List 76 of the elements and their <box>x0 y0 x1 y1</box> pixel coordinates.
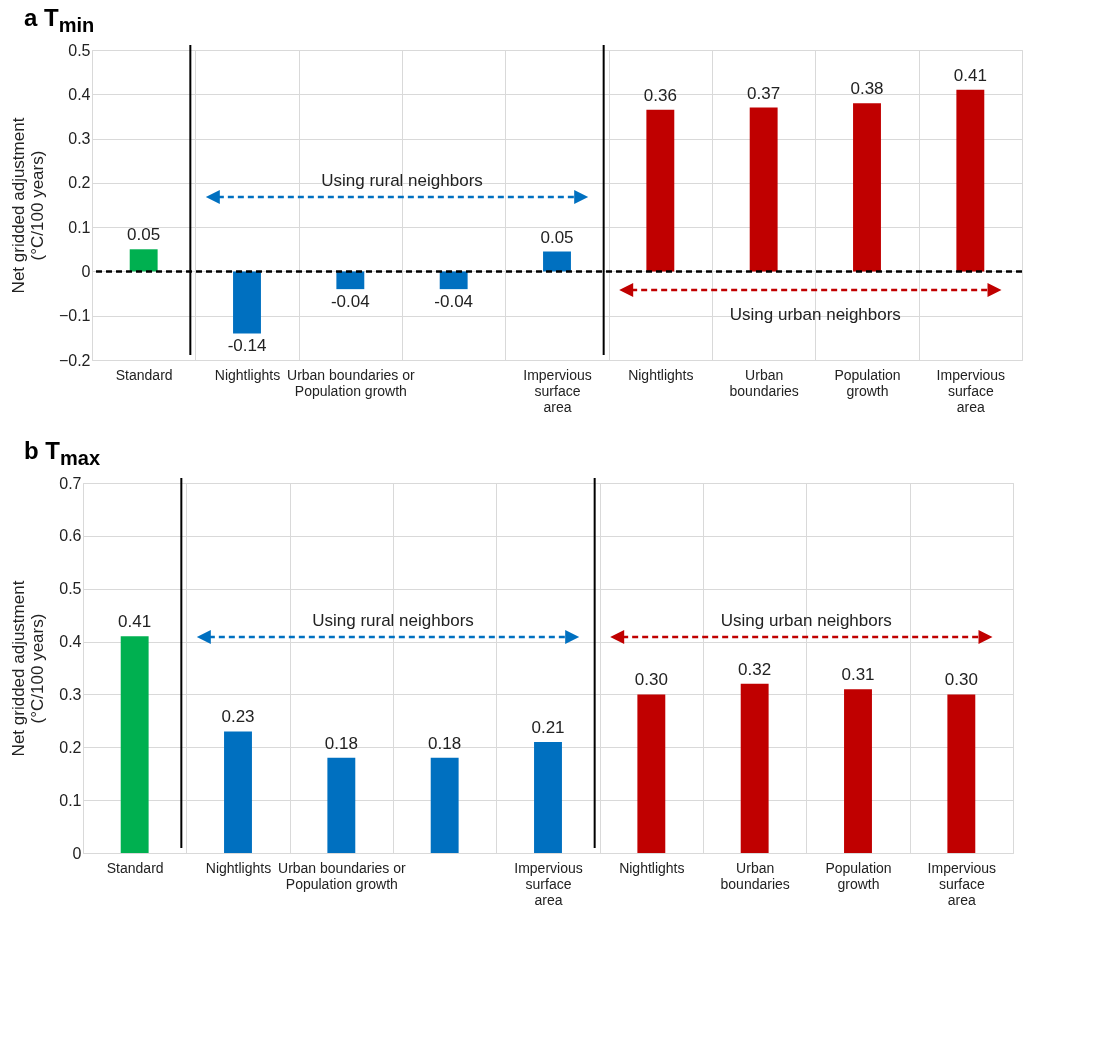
y-tick-label: 0.2 <box>59 738 82 756</box>
data-label: -0.04 <box>330 291 370 311</box>
y-tick-label: 0.4 <box>68 85 91 103</box>
data-label: 0.41 <box>953 65 987 85</box>
x-tick-label: Standard <box>115 366 173 383</box>
data-label: 0.36 <box>643 85 677 105</box>
bar <box>956 89 985 272</box>
y-tick-label: 0.1 <box>59 791 82 809</box>
x-tick-label: Urban boundaries or Population growth <box>278 859 406 892</box>
bar <box>637 694 666 853</box>
y-tick-label: 0.6 <box>59 526 82 544</box>
bar <box>543 251 571 272</box>
bar <box>853 102 881 272</box>
bar <box>534 741 562 853</box>
bar <box>336 271 365 289</box>
chart-title: b T$_{max}$ <box>24 436 102 470</box>
annotation: Using rural neighbors <box>321 170 483 190</box>
y-tick-label: 0 <box>81 262 91 280</box>
bar <box>749 107 778 272</box>
data-label: 0.31 <box>841 664 875 684</box>
bar <box>233 271 261 334</box>
bar <box>120 635 149 853</box>
annotation: Using urban neighbors <box>729 304 901 324</box>
data-label: 0.05 <box>127 225 161 245</box>
data-label: 0.18 <box>324 733 358 753</box>
x-tick-label: Urban boundaries or Population growth <box>287 366 415 399</box>
y-tick-label: 0.7 <box>59 474 82 492</box>
y-tick-label: 0.3 <box>68 129 91 147</box>
x-tick-label: Urban boundaries <box>729 366 799 399</box>
x-tick-label: Impervious surface area <box>514 859 583 908</box>
data-label: 0.30 <box>634 670 668 690</box>
x-tick-label: Nightlights <box>619 859 685 876</box>
data-label: 0.18 <box>428 733 462 753</box>
y-axis-title: Net gridded adjustment (°C/100 years) <box>9 579 48 756</box>
bar <box>844 688 872 853</box>
x-tick-label: Nightlights <box>205 859 272 876</box>
data-label: 0.41 <box>118 611 152 631</box>
data-label: 0.21 <box>531 717 565 737</box>
bar <box>129 249 158 272</box>
bar <box>439 271 468 289</box>
bar <box>646 109 675 272</box>
x-tick-label: Urban boundaries <box>720 859 790 892</box>
bar <box>947 694 976 853</box>
y-tick-label: 0 <box>72 844 82 862</box>
data-label: 0.05 <box>540 227 574 247</box>
x-tick-label: Impervious surface area <box>523 366 592 415</box>
x-tick-label: Nightlights <box>628 366 694 383</box>
y-tick-label: −0.2 <box>58 351 91 369</box>
bar <box>327 757 356 853</box>
y-tick-label: 0.5 <box>59 579 82 597</box>
x-tick-label: Population growth <box>834 366 901 399</box>
x-tick-label: Impervious surface area <box>936 366 1006 415</box>
data-label: 0.37 <box>747 83 781 103</box>
bar <box>430 757 459 853</box>
y-tick-label: −0.1 <box>58 307 91 325</box>
x-tick-label: Nightlights <box>214 366 281 383</box>
annotation: Using urban neighbors <box>720 610 892 630</box>
bar <box>740 683 769 853</box>
data-label: -0.14 <box>227 336 267 356</box>
data-label: 0.38 <box>850 78 884 98</box>
chart-title: a T$_{min}$ <box>24 4 96 37</box>
annotation: Using rural neighbors <box>312 610 474 630</box>
data-label: 0.23 <box>221 707 255 727</box>
x-tick-label: Population growth <box>825 859 892 892</box>
bar <box>224 731 252 853</box>
y-axis-title: Net gridded adjustment (°C/100 years) <box>8 117 47 294</box>
y-tick-label: 0.1 <box>68 218 91 236</box>
x-tick-label: Standard <box>106 859 164 876</box>
x-tick-label: Impervious surface area <box>927 859 997 908</box>
y-tick-label: 0.3 <box>59 685 82 703</box>
y-tick-label: 0.2 <box>68 174 91 192</box>
y-tick-label: 0.4 <box>59 632 82 650</box>
data-label: -0.04 <box>434 291 474 311</box>
data-label: 0.32 <box>738 659 772 679</box>
data-label: 0.30 <box>944 670 978 690</box>
y-tick-label: 0.5 <box>68 41 91 59</box>
